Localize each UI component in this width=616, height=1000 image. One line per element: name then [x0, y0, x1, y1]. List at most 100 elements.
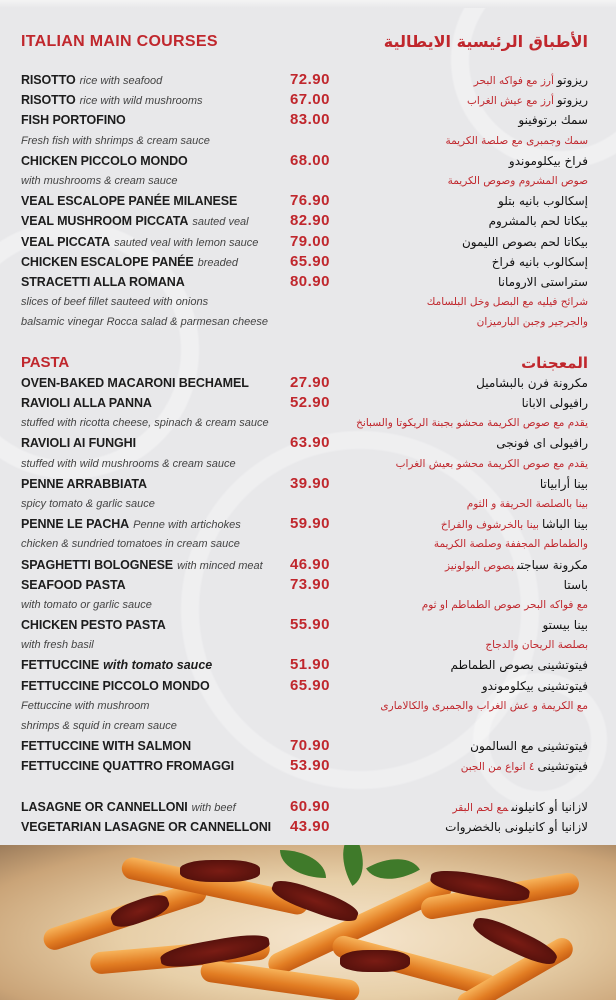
arabic-name: مع الكريمة و عش الغراب والجمبرى والكالام…: [380, 699, 588, 712]
arabic-name: بينا أرابياتا: [539, 476, 588, 491]
description-ar: بينا بالصلصة الحريفة و الثوم: [467, 494, 588, 514]
item-price: 43.90: [289, 817, 330, 835]
arabic-name: بينا الباشا: [541, 517, 588, 532]
item-name-ar: بيكاتا لحم بالمشروم: [489, 211, 588, 231]
item-name-en: RAVIOLI ALLA PANNA: [21, 393, 152, 413]
item-price: 27.90: [289, 373, 330, 391]
description-text: Fresh fish with shrimps & cream sauce: [21, 134, 210, 147]
item-name-en: PENNE ARRABBIATA: [21, 474, 147, 494]
item-name-ar: فيتوتشينى٤ انواع من الجبن: [461, 756, 588, 777]
item-name-ar: بيكاتا لحم بصوص الليمون: [462, 232, 588, 252]
item-name: SPAGHETTI BOLOGNESE: [21, 557, 174, 572]
description-en: spicy tomato & garlic sauce: [21, 494, 155, 514]
item-name-ar: باستا: [564, 575, 588, 595]
menu-item: SPAGHETTI BOLOGNESE with minced meat 46.90…: [0, 555, 616, 575]
food-photo: [0, 845, 616, 1000]
arabic-name: فيتوتشينى بيكلوموندو: [481, 678, 588, 693]
description-ar: بصلصة الريحان والدجاج: [485, 635, 588, 655]
item-name-en: LASAGNE OR CANNELLONI with beef: [21, 797, 236, 818]
item-note-ar: بينا بالخرشوف والفراخ: [440, 519, 539, 532]
section-title-ar: الأطباق الرئيسية الايطالية: [383, 32, 588, 51]
arabic-name: صوص المشروم وصوص الكريمة: [447, 174, 588, 187]
item-name-en: FETTUCCINE QUATTRO FROMAGGI: [21, 756, 234, 776]
item-price: 46.90: [289, 555, 330, 573]
arabic-name: ستراستى الارومانا: [498, 274, 588, 289]
arabic-name: بينا بالصلصة الحريفة و الثوم: [466, 497, 588, 510]
menu-list: ITALIAN MAIN COURSES الأطباق الرئيسية الا…: [0, 30, 616, 837]
item-name-ar: لازانيا أو كانيلونى بالخضروات: [445, 817, 588, 837]
item-name-en: VEGETARIAN LASAGNE OR CANNELLONI: [21, 817, 271, 837]
arabic-name: رافيولى الابانا: [521, 396, 588, 410]
arabic-name: ريزوتو: [556, 93, 588, 108]
description-ar: يقدم مع صوص الكريمة محشو بجبنة الريكوتا …: [356, 413, 588, 433]
item-name: VEAL ESCALOPE PANÉE MILANESE: [21, 194, 238, 209]
item-price: 65.90: [289, 252, 330, 270]
item-description: stuffed with ricotta cheese, spinach & c…: [0, 413, 616, 433]
item-price: 67.00: [289, 91, 330, 109]
description-en: slices of beef fillet sauteed with onion…: [21, 292, 208, 312]
item-name-en: RISOTTO rice with seafood: [21, 70, 162, 91]
item-name-en: CHICKEN ESCALOPE PANÉE breaded: [21, 252, 238, 273]
description-text: balsamic vinegar Rocca salad & parmesan …: [21, 316, 269, 329]
item-name: VEAL MUSHROOM PICCATA: [21, 214, 189, 229]
arabic-name: بصلصة الريحان والدجاج: [485, 639, 588, 652]
item-price: 83.00: [289, 111, 330, 129]
item-note-en: rice with seafood: [79, 75, 163, 87]
item-name-ar: بينا الباشابينا بالخرشوف والفراخ: [441, 514, 588, 535]
basil-leaf: [366, 845, 420, 893]
description-text: spicy tomato & garlic sauce: [21, 497, 155, 510]
arabic-name: إسكالوب بانيه بتلو: [498, 194, 588, 209]
arabic-name: إسكالوب بانيه فراخ: [491, 254, 588, 269]
item-name: RISOTTO: [21, 93, 76, 108]
item-price: 51.90: [289, 656, 330, 674]
description-ar: يقدم مع صوص الكريمة محشو بعيش الغراب: [396, 454, 588, 474]
item-name-en: CHICKEN PICCOLO MONDO: [21, 151, 188, 171]
item-name-en: FETTUCCINE with tomato sauce: [21, 655, 212, 675]
item-description: spicy tomato & garlic sauce بينا بالصلصة …: [0, 494, 616, 514]
item-note-en: Penne with artichokes: [133, 519, 241, 532]
description-ar: شرائح فيليه مع البصل وخل البلسامك: [427, 292, 588, 312]
item-name: VEAL PICCATA: [21, 234, 111, 249]
item-price: 52.90: [289, 394, 330, 411]
item-name: CHICKEN PESTO PASTA: [21, 618, 166, 633]
item-description: shrimps & squid in cream sauce: [0, 716, 616, 736]
description-ar: مع الكريمة و عش الغراب والجمبرى والكالام…: [380, 696, 588, 716]
section-title-en: ITALIAN MAIN COURSES: [21, 33, 218, 50]
item-name-en: SEAFOOD PASTA: [21, 575, 126, 595]
item-name-en: VEAL ESCALOPE PANÉE MILANESE: [21, 191, 237, 211]
description-ar: صوص المشروم وصوص الكريمة: [448, 171, 588, 191]
description-en: with fresh basil: [21, 635, 94, 655]
description-ar: والطماطم المجففة وصلصة الكريمة: [434, 534, 588, 554]
item-name-en: STRACETTI ALLA ROMANA: [21, 272, 185, 292]
item-name-ar: بينا أرابياتا: [540, 474, 588, 494]
item-note-ar: أرز مع عيش الغراب: [467, 95, 554, 108]
item-name-en: RAVIOLI AI FUNGHI: [21, 433, 136, 453]
description-text: slices of beef fillet sauteed with onion…: [21, 296, 209, 309]
description-text: with mushrooms & cream sauce: [21, 174, 178, 187]
item-name-en: CHICKEN PESTO PASTA: [21, 615, 166, 635]
item-name-en: FETTUCCINE PICCOLO MONDO: [21, 676, 210, 696]
item-price: 59.90: [289, 515, 330, 533]
basil-leaf: [280, 850, 326, 878]
item-description: stuffed with wild mushrooms & cream sauc…: [0, 454, 616, 474]
menu-item: STRACETTI ALLA ROMANA 80.90 ستراستى الاروم…: [0, 272, 616, 292]
item-name-ar: إسكالوب بانيه بتلو: [498, 191, 588, 211]
arabic-name: فراخ بيكلوموندو: [508, 153, 588, 168]
item-name: OVEN-BAKED MACARONI BECHAMEL: [21, 375, 249, 390]
description-ar: مع فواكه البحر صوص الطماطم او ثوم: [422, 595, 588, 615]
description-en: chicken & sundried tomatoes in cream sau…: [21, 534, 240, 554]
item-price: 76.90: [289, 192, 330, 210]
item-name-en: RISOTTO rice with wild mushrooms: [21, 90, 203, 111]
item-name-ar: رافيولى اى فونجى: [496, 433, 588, 453]
arabic-name: مكرونة فرن بالبشاميل: [476, 375, 588, 390]
item-note-ar: مع لحم البقر: [452, 801, 509, 814]
item-description: with mushrooms & cream sauce صوص المشروم …: [0, 171, 616, 191]
spacer-row: [0, 332, 616, 352]
menu-item: FETTUCCINE WITH SALMON 70.90 فيتوتشينى مع …: [0, 736, 616, 756]
item-name-en: VEAL PICCATA sauted veal with lemon sauce: [21, 232, 258, 253]
item-name-ar: فيتوتشينى مع السالمون: [470, 736, 588, 756]
item-name-ar: لازانيا أو كانيلونىمع لحم البقر: [452, 797, 588, 818]
item-price: 55.90: [289, 616, 330, 634]
item-description: with fresh basil بصلصة الريحان والدجاج: [0, 635, 616, 655]
spacer-row: [0, 777, 616, 797]
